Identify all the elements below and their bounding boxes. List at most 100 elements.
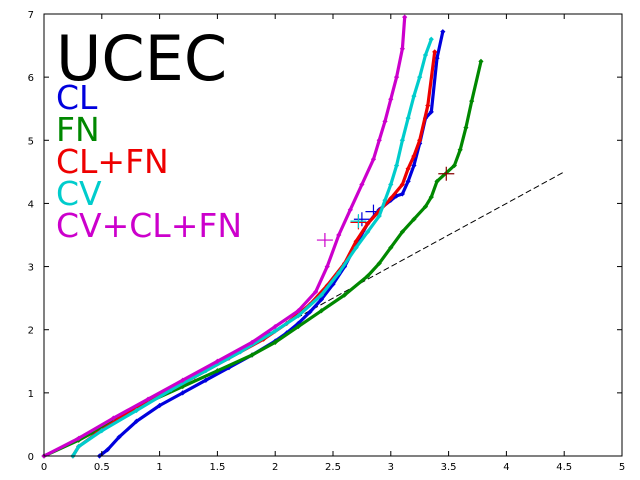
data-point: [365, 273, 371, 279]
series-cv: [70, 36, 434, 459]
series-line-fn: [42, 59, 483, 458]
y-tick-label: 2: [28, 326, 34, 337]
y-tick-label: 6: [28, 73, 34, 84]
data-point: [226, 365, 232, 371]
y-tick-label: 3: [28, 263, 34, 274]
legend-entry-cl: CL: [56, 78, 98, 117]
data-point: [393, 162, 400, 169]
data-point: [249, 352, 255, 358]
data-point: [104, 447, 111, 453]
data-point: [440, 29, 446, 35]
legend-entry-cl-fn: CL+FN: [56, 142, 169, 181]
data-point: [451, 162, 457, 169]
data-point: [428, 109, 434, 115]
data-point: [214, 368, 220, 374]
data-point: [336, 270, 342, 276]
data-point: [133, 418, 140, 424]
data-point: [405, 178, 411, 184]
x-tick-label: 1: [156, 462, 162, 473]
data-point: [425, 102, 431, 109]
x-tick-label: 1.5: [209, 462, 225, 473]
x-tick-label: 2: [272, 462, 278, 473]
data-point: [402, 14, 408, 20]
y-tick-label: 5: [28, 136, 34, 147]
data-point: [133, 407, 140, 414]
data-point: [313, 289, 319, 295]
x-tick-label: 4.5: [556, 462, 572, 473]
data-point: [434, 178, 440, 184]
data-point: [370, 156, 377, 162]
data-point: [405, 166, 411, 172]
x-tick-label: 3.5: [441, 462, 457, 473]
data-point: [388, 181, 394, 188]
data-point: [393, 74, 400, 80]
data-point: [76, 435, 82, 441]
data-point: [168, 387, 174, 393]
data-point: [411, 153, 417, 159]
x-tick-label: 5: [619, 462, 625, 473]
data-point: [295, 323, 301, 330]
data-point: [122, 412, 128, 418]
y-tick-label: 7: [28, 10, 34, 21]
data-point: [405, 115, 411, 121]
x-tick-label: 3: [388, 462, 394, 473]
axis-layer: 0 0.5 1 1.5 2 2.5 3 3.5 4 4.5 5 0 1 2 3 4 5 6 7: [28, 10, 626, 473]
data-point: [388, 96, 394, 102]
data-point: [295, 313, 301, 319]
data-point: [203, 377, 209, 383]
data-point: [116, 434, 122, 440]
data-point: [382, 118, 388, 124]
data-point: [324, 263, 330, 270]
data-point: [388, 195, 394, 201]
data-point: [336, 232, 342, 238]
data-point: [341, 292, 348, 298]
data-point: [99, 428, 105, 434]
data-point: [428, 194, 434, 200]
data-point: [307, 309, 313, 315]
data-point: [417, 137, 423, 143]
x-tick-label: 4: [503, 462, 509, 473]
data-point: [411, 93, 417, 99]
data-point: [399, 181, 405, 188]
crosshair-marker: [350, 214, 367, 229]
data-point: [399, 229, 405, 235]
data-point: [180, 377, 186, 383]
data-point: [365, 229, 371, 235]
data-point: [388, 245, 394, 251]
data-point: [376, 137, 382, 143]
data-point: [422, 52, 429, 58]
data-point: [457, 147, 463, 153]
data-point: [359, 181, 365, 188]
crosshair-marker: [438, 166, 455, 181]
data-point: [417, 74, 423, 80]
y-tick-label: 0: [28, 452, 34, 463]
data-point: [214, 358, 220, 364]
data-point: [399, 46, 405, 52]
data-point: [180, 390, 186, 396]
data-point: [347, 207, 353, 213]
data-point: [76, 443, 82, 450]
data-point: [376, 260, 382, 267]
legend-entry-cv-cl-fn: CV+CL+FN: [56, 206, 242, 245]
crosshair-marker: [316, 233, 333, 248]
y-tick-label: 1: [28, 389, 34, 400]
crosshair-marker: [353, 212, 370, 227]
data-point: [272, 339, 278, 345]
data-point: [411, 162, 417, 169]
data-point: [145, 396, 151, 402]
data-point: [428, 36, 434, 42]
x-tick-label: 0.5: [94, 462, 110, 473]
legend-entry-fn: FN: [56, 110, 100, 149]
data-point: [399, 191, 405, 197]
data-point: [318, 292, 325, 298]
data-point: [318, 308, 325, 314]
data-point: [272, 323, 278, 330]
data-point: [399, 137, 405, 143]
data-point: [478, 58, 484, 64]
data-point: [249, 339, 255, 345]
data-point: [422, 203, 429, 210]
data-point: [295, 308, 301, 314]
series-cv-cl-fn: [41, 14, 408, 459]
plot-layer: [41, 14, 565, 459]
